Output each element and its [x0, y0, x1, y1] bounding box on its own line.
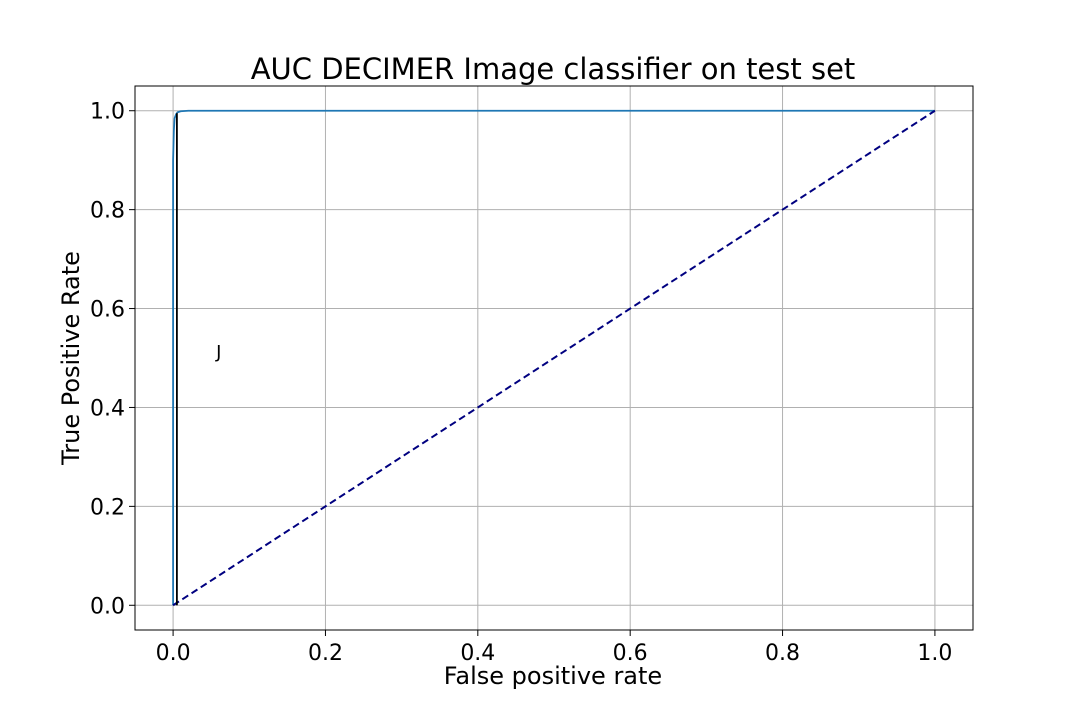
- x-axis-ticks: 0.0 0.2 0.4 0.6 0.8 1.0: [156, 630, 952, 666]
- y-tick-label: 0.6: [90, 298, 125, 323]
- series-line-1: [172, 109, 936, 607]
- y-tick-label: 0.8: [90, 199, 125, 224]
- axes-frame: [134, 85, 974, 631]
- y-tick-label: 0.0: [90, 594, 125, 619]
- x-tick-label: 0.0: [156, 641, 191, 666]
- y-tick-label: 1.0: [90, 100, 125, 125]
- x-tick-label: 1.0: [917, 641, 952, 666]
- y-axis-ticks: 0.0 0.2 0.4 0.6 0.8 1.0: [90, 100, 135, 619]
- y-axis-label: True Positive Rate: [57, 251, 85, 466]
- y-tick-label: 0.2: [90, 495, 125, 520]
- y-tick-label: 0.4: [90, 396, 125, 421]
- x-tick-label: 0.4: [460, 641, 495, 666]
- annotation-label: J: [215, 342, 221, 363]
- x-tick-label: 0.2: [308, 641, 343, 666]
- x-tick-label: 0.8: [765, 641, 800, 666]
- annotations: J: [215, 342, 221, 363]
- chart-title: AUC DECIMER Image classifier on test set: [251, 52, 856, 86]
- x-tick-label: 0.6: [613, 641, 648, 666]
- plot-area: [172, 109, 936, 607]
- x-axis-label: False positive rate: [444, 662, 662, 690]
